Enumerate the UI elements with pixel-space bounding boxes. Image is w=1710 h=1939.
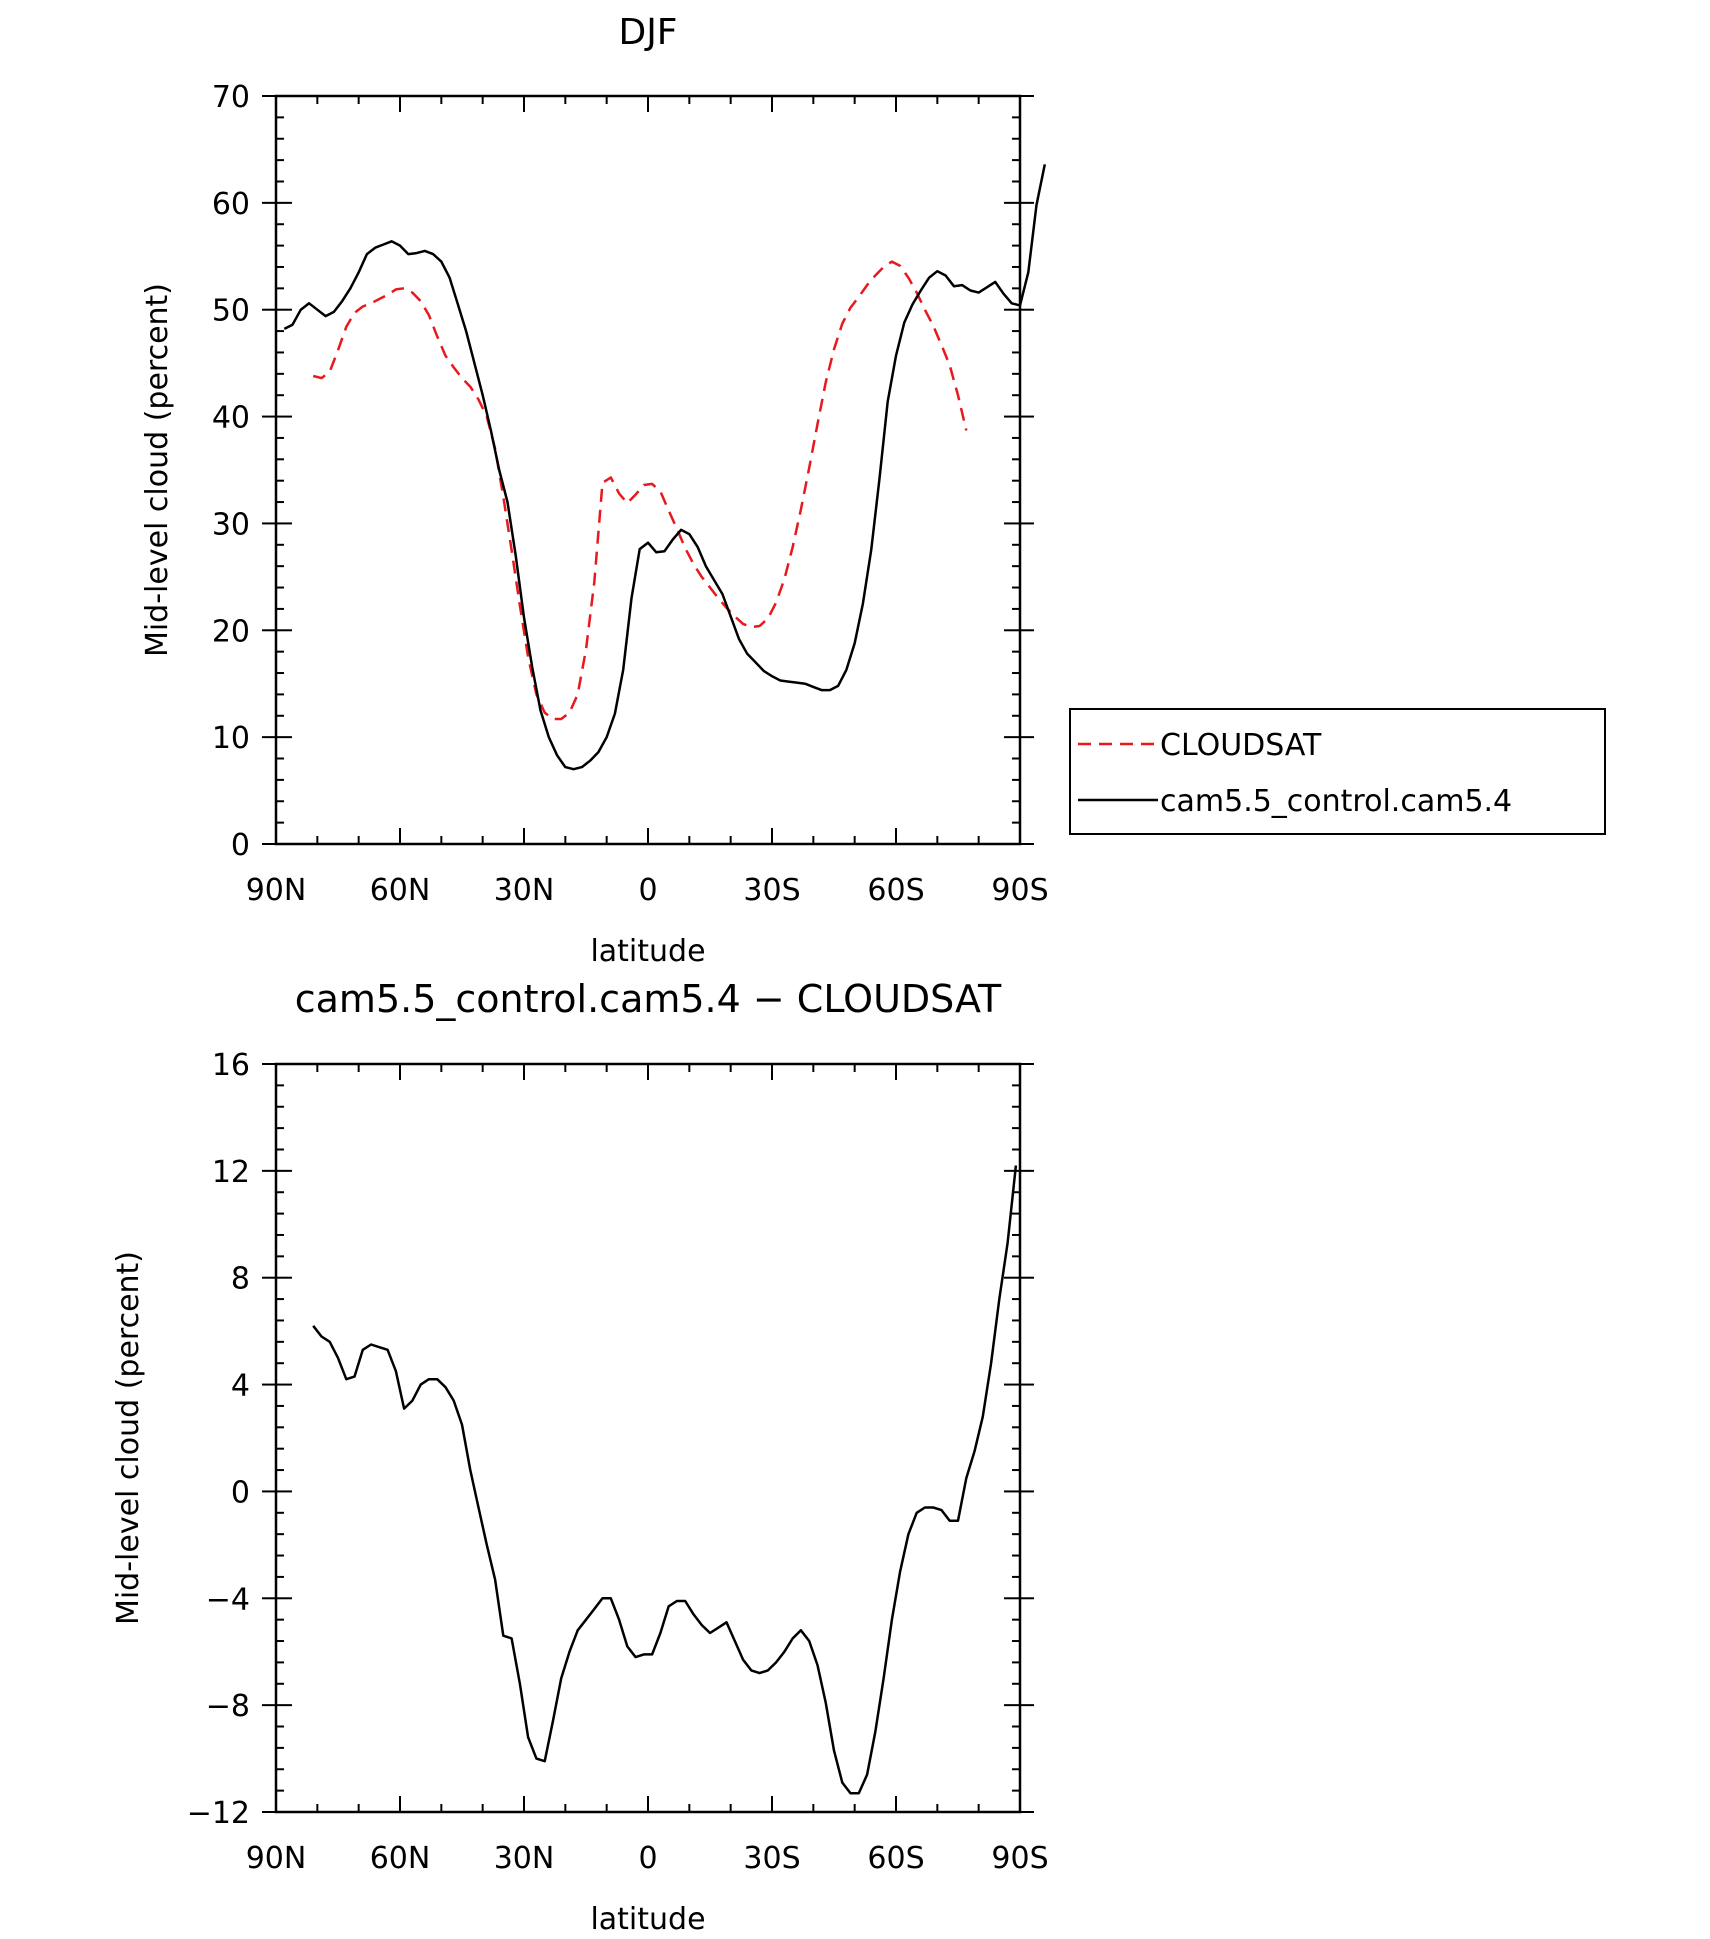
bottom-y-ticks: −12 −8 −4 0 4 8 12 16 [187, 1048, 1034, 1831]
legend-box [1069, 708, 1606, 835]
y-tick-label: 70 [212, 80, 250, 115]
x-tick-label: 60S [867, 873, 924, 908]
top-series-group [283, 164, 1047, 771]
x-tick-label: 30S [743, 873, 800, 908]
x-tick-label: 30S [743, 1841, 800, 1876]
x-tick-label: 90S [991, 1841, 1048, 1876]
legend-label-cam: cam5.5_control.cam5.4 [1160, 784, 1512, 819]
series-line-cam5-5-control-cam5-4 [283, 164, 1047, 771]
series-line-difference [312, 1165, 1018, 1795]
y-tick-label: 0 [231, 1475, 250, 1510]
y-tick-label: 40 [212, 401, 250, 436]
y-tick-label: 30 [212, 507, 250, 542]
x-tick-label: 90N [246, 873, 307, 908]
y-tick-label: −4 [206, 1582, 250, 1617]
y-tick-label: 10 [212, 721, 250, 756]
bottom-chart-title: cam5.5_control.cam5.4 − CLOUDSAT [295, 977, 1002, 1021]
bottom-x-axis-label: latitude [590, 1902, 705, 1937]
y-tick-label: 50 [212, 294, 250, 329]
legend-label-cloudsat: CLOUDSAT [1160, 728, 1322, 763]
y-tick-label: 0 [231, 828, 250, 863]
bottom-plot-frame [274, 1062, 1022, 1814]
y-tick-label: 4 [231, 1369, 250, 1404]
top-y-ticks: 0 10 20 30 40 50 60 70 [212, 80, 1034, 863]
y-tick-label: 16 [212, 1048, 250, 1083]
x-tick-label: 60N [370, 873, 431, 908]
top-x-axis-label: latitude [590, 934, 705, 969]
y-tick-label: −12 [187, 1796, 250, 1831]
x-tick-label: 30N [494, 873, 555, 908]
top-chart-title: DJF [618, 12, 677, 53]
top-x-ticks: 90N 60N 30N 0 30S 60S 90S [246, 96, 1049, 908]
x-tick-label: 90N [246, 1841, 307, 1876]
top-plot-frame [274, 94, 1022, 846]
series-line-cloudsat [312, 260, 968, 721]
x-tick-label: 60S [867, 1841, 924, 1876]
bottom-panel: cam5.5_control.cam5.4 − CLOUDSAT 90N 60N 3… [111, 977, 1049, 1937]
y-tick-label: 20 [212, 614, 250, 649]
x-tick-label: 0 [638, 873, 657, 908]
x-tick-label: 60N [370, 1841, 431, 1876]
x-tick-label: 0 [638, 1841, 657, 1876]
y-tick-label: −8 [206, 1689, 250, 1724]
y-tick-label: 8 [231, 1262, 250, 1297]
y-tick-label: 12 [212, 1155, 250, 1190]
y-tick-label: 60 [212, 187, 250, 222]
bottom-y-axis-label: Mid-level cloud (percent) [111, 1251, 146, 1625]
x-tick-label: 30N [494, 1841, 555, 1876]
bottom-series-group [312, 1165, 1018, 1795]
bottom-x-ticks: 90N 60N 30N 0 30S 60S 90S [246, 1064, 1049, 1876]
top-y-axis-label: Mid-level cloud (percent) [140, 283, 175, 657]
legend: CLOUDSAT cam5.5_control.cam5.4 [1069, 708, 1606, 835]
x-tick-label: 90S [991, 873, 1048, 908]
top-panel: DJF 90N 60N 30N 0 30S 60S 90S 010203040506070 … [140, 12, 1606, 969]
